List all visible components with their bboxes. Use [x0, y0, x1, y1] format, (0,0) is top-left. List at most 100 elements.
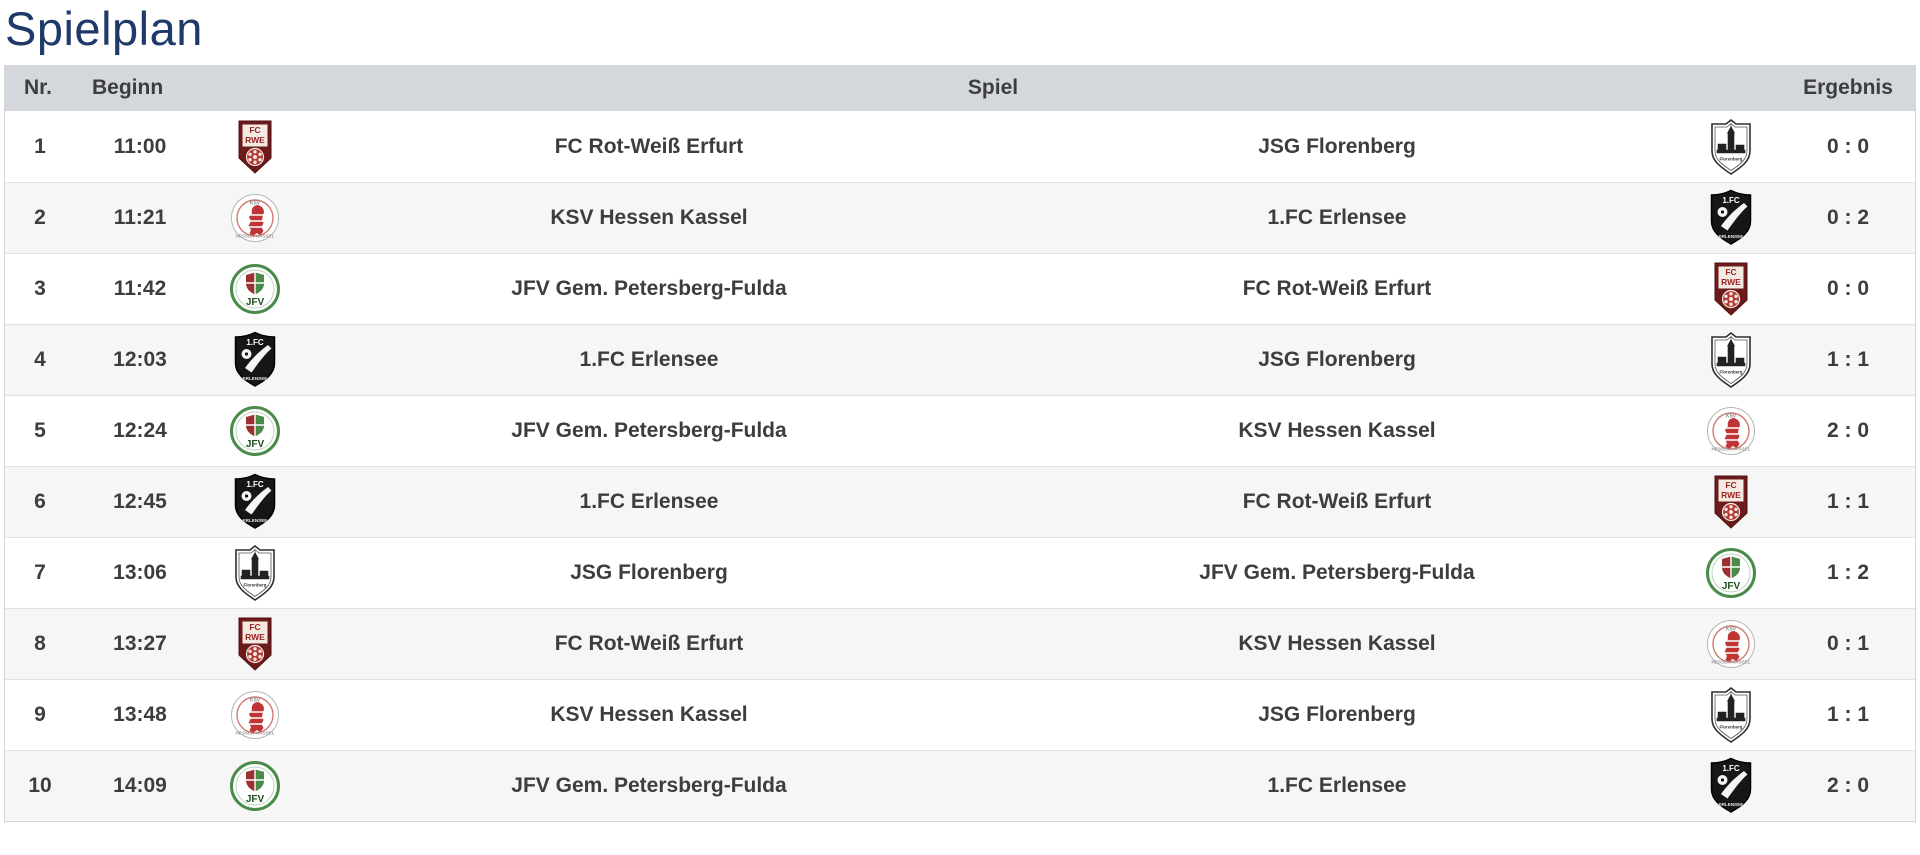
spielplan-page: Spielplan Nr. Beginn Spiel Ergebnis 1 11…	[4, 2, 1916, 823]
match-start-time: 13:27	[113, 632, 167, 656]
svg-text:FC: FC	[249, 125, 260, 135]
home-team-name: FC Rot-Weiß Erfurt	[554, 632, 744, 656]
svg-text:1.FC: 1.FC	[246, 338, 264, 347]
away-team-logo: Florenberg	[1681, 331, 1781, 389]
away-team-name: KSV Hessen Kassel	[1238, 419, 1436, 443]
match-number: 10	[28, 774, 52, 798]
jsg-florenberg-crest: Florenberg	[1711, 332, 1751, 389]
home-team-name: FC Rot-Weiß Erfurt	[554, 134, 744, 158]
match-start-time: 12:03	[113, 348, 167, 372]
ksv-hessen-kassel-crest: KSV HESSEN·KASSEL	[1707, 407, 1755, 456]
away-team-logo: Florenberg	[1681, 118, 1781, 176]
svg-text:1.FC: 1.FC	[246, 480, 264, 489]
match-result: 0 : 0	[1826, 277, 1870, 301]
away-team-name: JSG Florenberg	[1258, 348, 1416, 372]
home-team-name: JFV Gem. Petersberg-Fulda	[511, 774, 787, 798]
ksv-hessen-kassel-crest: KSV HESSEN·KASSEL	[1707, 620, 1755, 669]
svg-text:JFV: JFV	[246, 794, 265, 805]
fc-erlensee-crest: 1.FC ERLENSEE	[1710, 189, 1752, 245]
svg-text:ERLENSEE: ERLENSEE	[1719, 234, 1744, 239]
svg-text:ERLENSEE: ERLENSEE	[243, 518, 268, 523]
svg-text:KSV: KSV	[250, 698, 261, 704]
match-row: 3 11:42 JFV JFV Gem. Petersberg-Fulda FC…	[5, 253, 1915, 325]
home-team-logo: FC RWE	[205, 617, 305, 671]
home-team-name: JFV Gem. Petersberg-Fulda	[511, 277, 787, 301]
match-number: 2	[34, 206, 46, 230]
svg-text:HESSEN·KASSEL: HESSEN·KASSEL	[1711, 660, 1750, 665]
ksv-hessen-kassel-crest: KSV HESSEN·KASSEL	[231, 691, 279, 740]
away-team-logo: JFV	[1681, 548, 1781, 599]
match-row: 5 12:24 JFV JFV Gem. Petersberg-Fulda KS…	[5, 395, 1915, 467]
column-header-beginn: Beginn	[92, 76, 164, 100]
home-team-logo: JFV	[205, 761, 305, 812]
home-team-logo: 1.FC ERLENSEE	[205, 331, 305, 389]
jsg-florenberg-crest: Florenberg	[235, 545, 275, 602]
jfv-petersberg-fulda-crest: JFV	[1706, 548, 1756, 599]
table-header-row: Nr. Beginn Spiel Ergebnis	[5, 65, 1915, 112]
match-result: 0 : 0	[1826, 134, 1870, 158]
home-team-name: KSV Hessen Kassel	[550, 703, 748, 727]
match-row: 8 13:27 FC RWE FC Rot-Weiß Erfurt KSV Hes…	[5, 608, 1915, 680]
match-number: 5	[34, 419, 46, 443]
svg-text:HESSEN·KASSEL: HESSEN·KASSEL	[235, 731, 274, 736]
home-team-logo: KSV HESSEN·KASSEL	[205, 193, 305, 243]
svg-text:RWE: RWE	[1721, 490, 1741, 500]
away-team-name: 1.FC Erlensee	[1267, 206, 1407, 230]
match-row: 2 11:21 KSV HESSEN·KASSEL KSV Hessen Kass…	[5, 182, 1915, 254]
svg-text:HESSEN·KASSEL: HESSEN·KASSEL	[1711, 447, 1750, 452]
page-title: Spielplan	[5, 2, 203, 55]
jfv-petersberg-fulda-crest: JFV	[230, 406, 280, 457]
home-team-name: 1.FC Erlensee	[579, 348, 719, 372]
away-team-name: 1.FC Erlensee	[1267, 774, 1407, 798]
match-number: 4	[34, 348, 46, 372]
schedule-table: Nr. Beginn Spiel Ergebnis 1 11:00 FC RWE …	[4, 65, 1916, 823]
match-result: 2 : 0	[1826, 419, 1870, 443]
fc-erlensee-crest: 1.FC ERLENSEE	[1710, 757, 1752, 813]
svg-text:ERLENSEE: ERLENSEE	[1719, 802, 1744, 807]
away-team-logo: KSV HESSEN·KASSEL	[1681, 406, 1781, 456]
match-row: 10 14:09 JFV JFV Gem. Petersberg-Fulda 1…	[5, 750, 1915, 822]
fc-erlensee-crest: 1.FC ERLENSEE	[234, 331, 276, 387]
jfv-petersberg-fulda-crest: JFV	[230, 761, 280, 812]
match-start-time: 12:45	[113, 490, 167, 514]
match-row: 4 12:03 1.FC ERLENSEE 1.FC Erlensee JSG F…	[5, 324, 1915, 396]
match-row: 9 13:48 KSV HESSEN·KASSEL KSV Hessen Kass…	[5, 679, 1915, 751]
away-team-logo: FC RWE	[1681, 475, 1781, 529]
match-start-time: 12:24	[113, 419, 167, 443]
svg-text:KSV: KSV	[1726, 627, 1737, 633]
home-team-logo: JFV	[205, 264, 305, 315]
jsg-florenberg-crest: Florenberg	[1711, 687, 1751, 744]
match-start-time: 14:09	[113, 774, 167, 798]
match-row: 6 12:45 1.FC ERLENSEE 1.FC Erlensee FC Ro…	[5, 466, 1915, 538]
match-number: 7	[34, 561, 46, 585]
away-team-name: FC Rot-Weiß Erfurt	[1242, 277, 1432, 301]
match-number: 1	[34, 134, 46, 158]
away-team-logo: Florenberg	[1681, 686, 1781, 744]
svg-text:JFV: JFV	[246, 439, 265, 450]
match-start-time: 11:00	[113, 134, 167, 158]
svg-text:FC: FC	[1725, 267, 1736, 277]
match-row: 7 13:06 Florenberg JSG Florenberg JFV Ge…	[5, 537, 1915, 609]
home-team-logo: FC RWE	[205, 120, 305, 174]
away-team-name: JSG Florenberg	[1258, 703, 1416, 727]
fc-erlensee-crest: 1.FC ERLENSEE	[234, 473, 276, 529]
svg-text:RWE: RWE	[245, 135, 265, 145]
column-header-spiel: Spiel	[967, 76, 1019, 100]
svg-text:KSV: KSV	[1726, 414, 1737, 420]
ksv-hessen-kassel-crest: KSV HESSEN·KASSEL	[231, 194, 279, 243]
svg-text:KSV: KSV	[250, 201, 261, 207]
home-team-name: JSG Florenberg	[570, 561, 728, 585]
column-header-ergebnis: Ergebnis	[1803, 76, 1893, 100]
home-team-logo: JFV	[205, 406, 305, 457]
match-result: 0 : 2	[1826, 206, 1870, 230]
home-team-name: JFV Gem. Petersberg-Fulda	[511, 419, 787, 443]
svg-text:1.FC: 1.FC	[1722, 764, 1740, 773]
match-start-time: 13:06	[113, 561, 167, 585]
match-number: 3	[34, 277, 46, 301]
svg-text:RWE: RWE	[245, 632, 265, 642]
match-start-time: 11:42	[113, 277, 167, 301]
home-team-logo: KSV HESSEN·KASSEL	[205, 690, 305, 740]
